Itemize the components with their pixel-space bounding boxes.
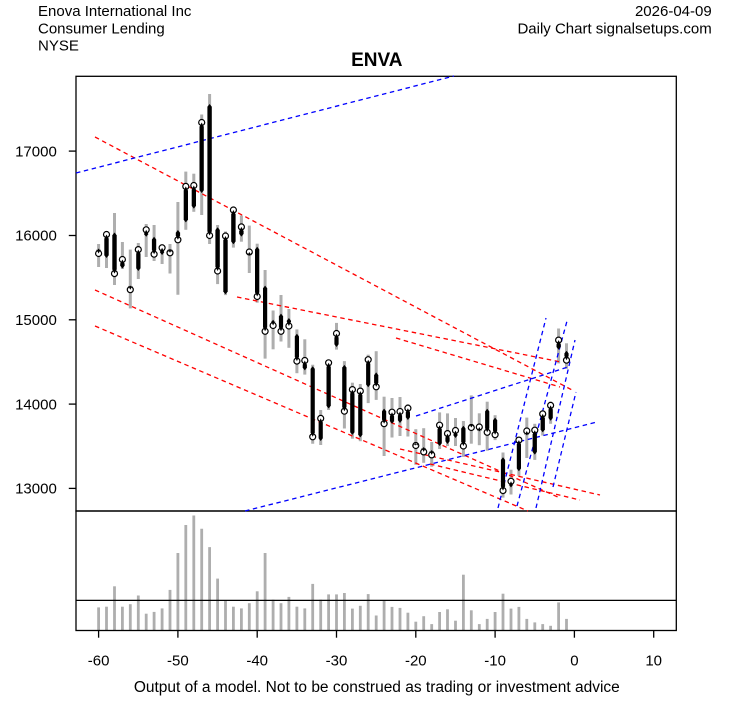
svg-text:Consumer Lending: Consumer Lending [38,21,165,38]
svg-text:-30: -30 [326,653,348,670]
svg-text:-40: -40 [246,653,268,670]
svg-text:14000: 14000 [15,396,57,413]
svg-text:2026-04-09: 2026-04-09 [635,3,712,20]
svg-text:Daily Chart signalsetups.com: Daily Chart signalsetups.com [517,21,711,38]
svg-text:15000: 15000 [15,312,57,329]
svg-text:-60: -60 [88,653,110,670]
svg-text:10: 10 [645,653,662,670]
svg-text:13000: 13000 [15,481,57,498]
svg-text:-10: -10 [484,653,506,670]
svg-text:NYSE: NYSE [38,38,79,55]
svg-text:-20: -20 [405,653,427,670]
svg-text:Enova International Inc: Enova International Inc [38,3,192,20]
svg-text:17000: 17000 [15,143,57,160]
svg-text:0: 0 [570,653,578,670]
svg-text:ENVA: ENVA [351,50,403,71]
svg-text:-50: -50 [167,653,189,670]
svg-text:Output of a model. Not to be c: Output of a model. Not to be construed a… [134,679,620,696]
svg-text:16000: 16000 [15,228,57,245]
